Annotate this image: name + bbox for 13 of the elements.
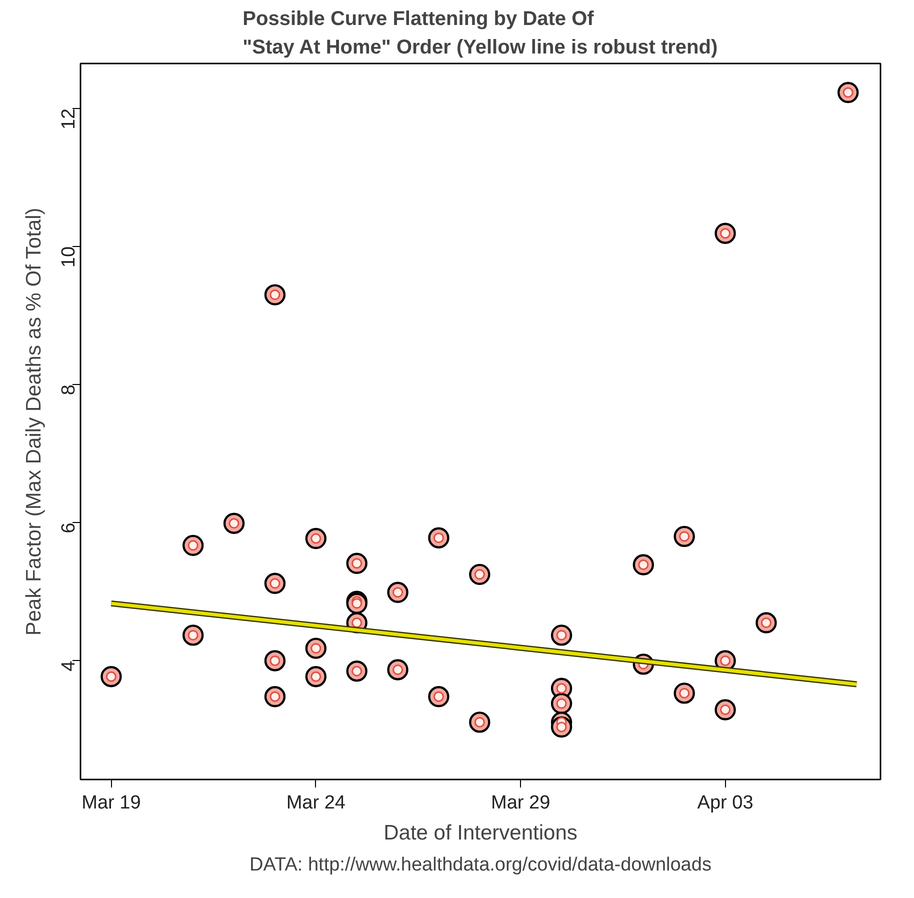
y-tick-label: 8: [58, 384, 80, 396]
x-tick-label: Apr 03: [697, 792, 754, 814]
y-tick-label: 6: [58, 522, 80, 534]
x-tick-label: Mar 19: [82, 792, 141, 814]
y-tick-label: 10: [58, 246, 80, 268]
text: DATA: http://www.healthdata.org/covid/data-downloads: [250, 854, 712, 876]
x-tick-label: Mar 29: [491, 792, 550, 814]
y-axis-title: Peak Factor (Max Daily Deaths as % Of Total): [22, 208, 46, 636]
y-tick-label: 4: [58, 660, 80, 672]
x-tick-label: Mar 24: [286, 792, 346, 814]
chart-title: Possible Curve Flattening by Date Of "Stay At Home" Order (Yellow line is robust trend): [242, 8, 718, 58]
y-tick-label: 12: [58, 108, 80, 130]
x-axis-title: Date of Interventions: [384, 822, 578, 844]
